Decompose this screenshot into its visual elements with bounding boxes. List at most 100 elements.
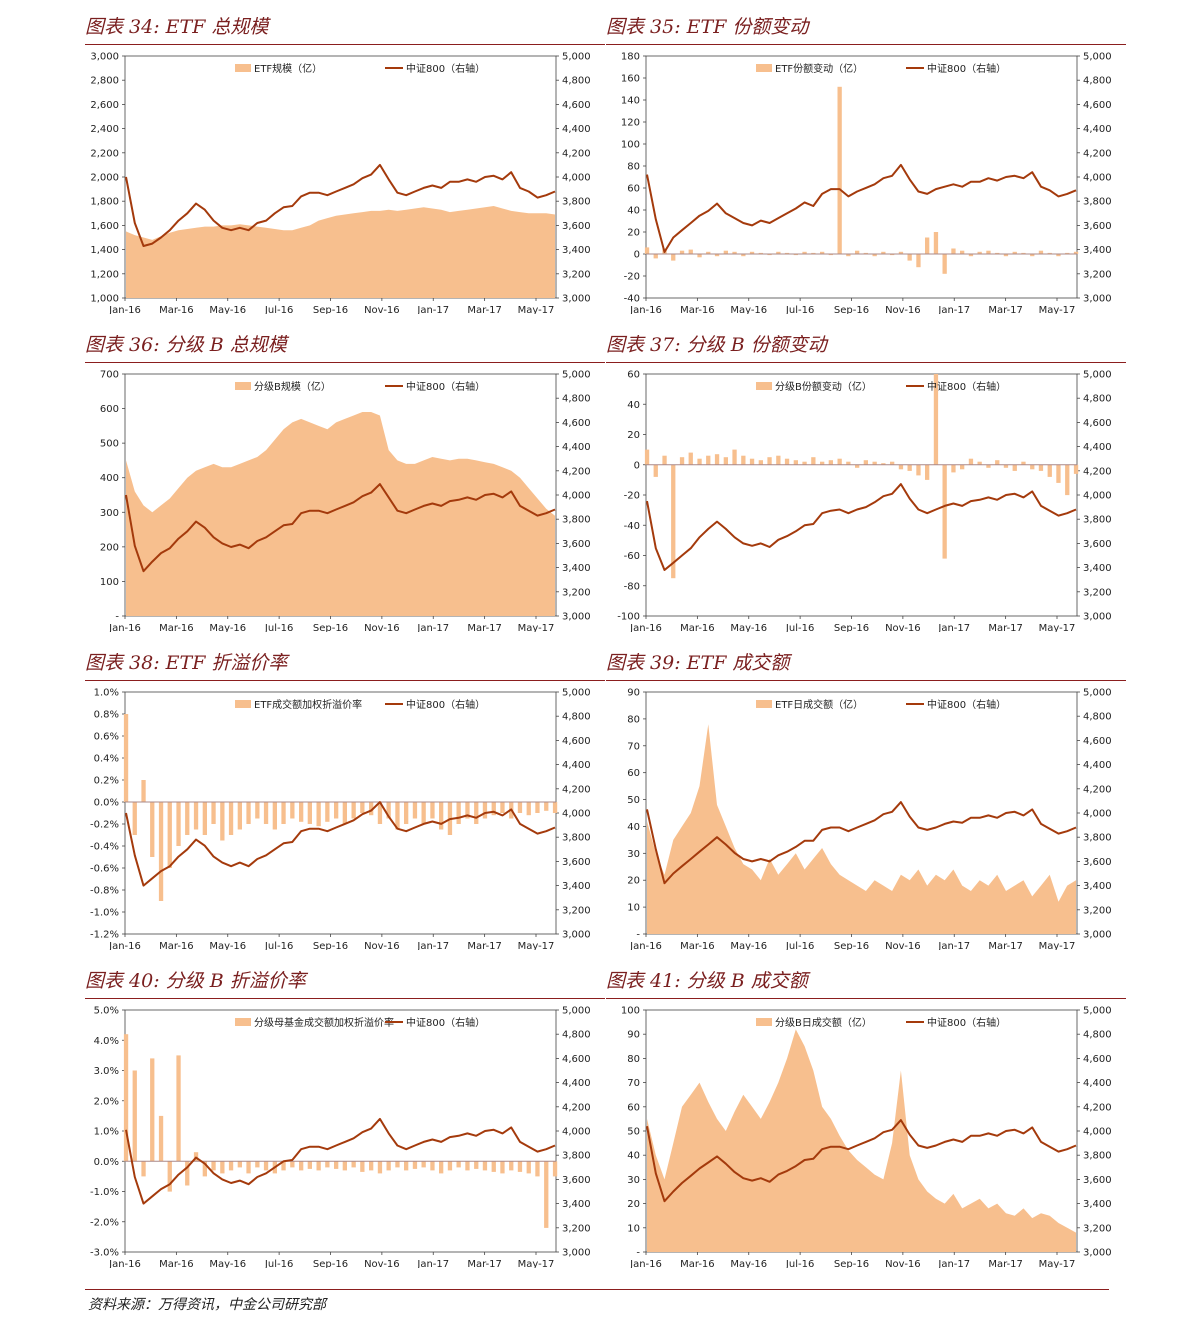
x-axis-tick-label: Mar-16 xyxy=(159,305,194,314)
bar xyxy=(377,1161,383,1174)
right-axis-tick-label: 4,000 xyxy=(562,1127,591,1138)
bar xyxy=(1065,252,1070,254)
bar xyxy=(741,254,746,257)
right-axis-tick-label: 4,400 xyxy=(1083,1078,1112,1089)
left-axis-tick-label: 200 xyxy=(100,542,119,553)
x-axis-tick-label: Sep-16 xyxy=(834,1259,869,1268)
bar xyxy=(412,802,418,819)
bar xyxy=(898,464,904,470)
bar xyxy=(846,254,851,257)
bar xyxy=(237,1161,242,1168)
bar xyxy=(1065,464,1070,496)
left-axis-tick-label: 20 xyxy=(627,430,640,441)
right-axis-tick-label: 3,600 xyxy=(562,539,591,550)
legend-label-fill: 分级B日成交额（亿） xyxy=(775,1016,872,1029)
x-axis-tick-label: Nov-16 xyxy=(364,305,400,314)
left-axis-tick-label: 40 xyxy=(627,822,640,833)
right-axis-tick-label: 3,200 xyxy=(562,905,591,916)
bar xyxy=(369,1161,374,1171)
right-axis-tick-label: 5,000 xyxy=(1083,688,1112,699)
legend-swatch-fill xyxy=(756,1018,772,1026)
bar xyxy=(141,780,146,802)
left-axis-tick-label: 700 xyxy=(100,370,119,381)
bar xyxy=(237,802,242,830)
left-axis-tick-label: 2.0% xyxy=(94,1096,119,1107)
bar xyxy=(211,1161,216,1171)
legend-swatch-fill xyxy=(235,382,251,390)
right-axis-tick-label: 3,000 xyxy=(562,1248,591,1259)
bar xyxy=(263,1161,269,1171)
left-axis-tick-label: 60 xyxy=(627,370,640,381)
bar xyxy=(535,1161,540,1177)
left-axis-tick-label: -60 xyxy=(624,551,640,562)
bar xyxy=(644,247,650,254)
legend-label-line: 中证800（右轴） xyxy=(927,380,1006,393)
bar xyxy=(307,1161,312,1169)
divider xyxy=(606,680,1126,681)
bar xyxy=(749,458,755,465)
x-axis-tick-label: Jan-16 xyxy=(629,623,662,632)
legend-swatch-fill xyxy=(756,382,772,390)
bar xyxy=(1073,251,1079,254)
left-axis-tick-label: 0.8% xyxy=(94,710,119,721)
right-axis-tick-label: 3,600 xyxy=(562,1175,591,1186)
x-axis-tick-label: Mar-16 xyxy=(680,1259,715,1268)
x-axis-tick-label: Jan-16 xyxy=(108,1259,141,1268)
bar xyxy=(220,1161,225,1174)
bar xyxy=(872,461,877,465)
bar xyxy=(855,464,860,468)
bar xyxy=(272,802,277,830)
bar xyxy=(465,802,470,819)
divider xyxy=(606,998,1126,999)
bar xyxy=(342,802,347,824)
x-axis-tick-label: Jan-16 xyxy=(629,941,662,950)
right-axis-tick-label: 3,400 xyxy=(1083,563,1112,574)
x-axis-tick-label: May-16 xyxy=(209,623,246,632)
bar xyxy=(552,1161,558,1177)
left-axis-tick-label: 60 xyxy=(627,184,640,195)
left-axis-tick-label: 40 xyxy=(627,206,640,217)
bar xyxy=(360,1161,365,1172)
bar xyxy=(167,1161,172,1192)
legend-label-line: 中证800（右轴） xyxy=(927,62,1006,75)
right-axis-tick-label: 5,000 xyxy=(1083,370,1112,381)
x-axis-tick-label: Jan-17 xyxy=(416,623,449,632)
bar xyxy=(299,1161,304,1171)
right-axis-tick-label: 3,400 xyxy=(562,881,591,892)
left-axis-tick-label: 400 xyxy=(100,473,119,484)
divider xyxy=(85,362,605,363)
bar xyxy=(482,1161,488,1171)
bar xyxy=(837,458,842,465)
chart-38-etf-premium: -1.2% -1.0% -0.8% -0.6% -0.4% -0.2% 0.0% 0.2% 0.… xyxy=(90,688,591,951)
bar xyxy=(334,802,339,819)
left-axis-tick-label: 20 xyxy=(627,876,640,887)
bar xyxy=(290,1161,295,1168)
left-axis-tick-label: 2,200 xyxy=(90,148,119,159)
left-axis-tick-label: 0 xyxy=(634,250,640,261)
bar xyxy=(942,254,947,274)
bar xyxy=(977,461,982,465)
right-axis-tick-label: 4,000 xyxy=(1083,491,1112,502)
right-axis-tick-label: 3,200 xyxy=(562,269,591,280)
legend-swatch-fill xyxy=(235,700,251,708)
bar xyxy=(132,802,137,835)
right-axis-tick-label: 3,600 xyxy=(562,221,591,232)
legend-label-fill: 分级B份额变动（亿） xyxy=(775,380,872,393)
right-axis-tick-label: 5,000 xyxy=(562,1006,591,1017)
bar xyxy=(500,802,505,813)
legend-label-fill: 分级母基金成交额加权折溢价率 xyxy=(254,1016,394,1029)
x-axis-tick-label: Jul-16 xyxy=(264,1259,293,1268)
bar xyxy=(960,250,965,254)
right-axis-tick-label: 4,400 xyxy=(562,442,591,453)
bar xyxy=(820,251,825,254)
bar xyxy=(439,802,444,830)
right-axis-tick-label: 5,000 xyxy=(562,688,591,699)
bar xyxy=(784,252,790,254)
left-axis-tick-label: 0.0% xyxy=(94,1157,119,1168)
x-axis-tick-label: Nov-16 xyxy=(885,941,921,950)
x-axis-tick-label: May-16 xyxy=(209,941,246,950)
left-axis-tick-label: 160 xyxy=(621,74,640,85)
x-axis-tick-label: Jan-16 xyxy=(629,305,662,314)
x-axis-tick-label: Mar-17 xyxy=(988,305,1023,314)
right-axis-tick-label: 3,400 xyxy=(562,1199,591,1210)
